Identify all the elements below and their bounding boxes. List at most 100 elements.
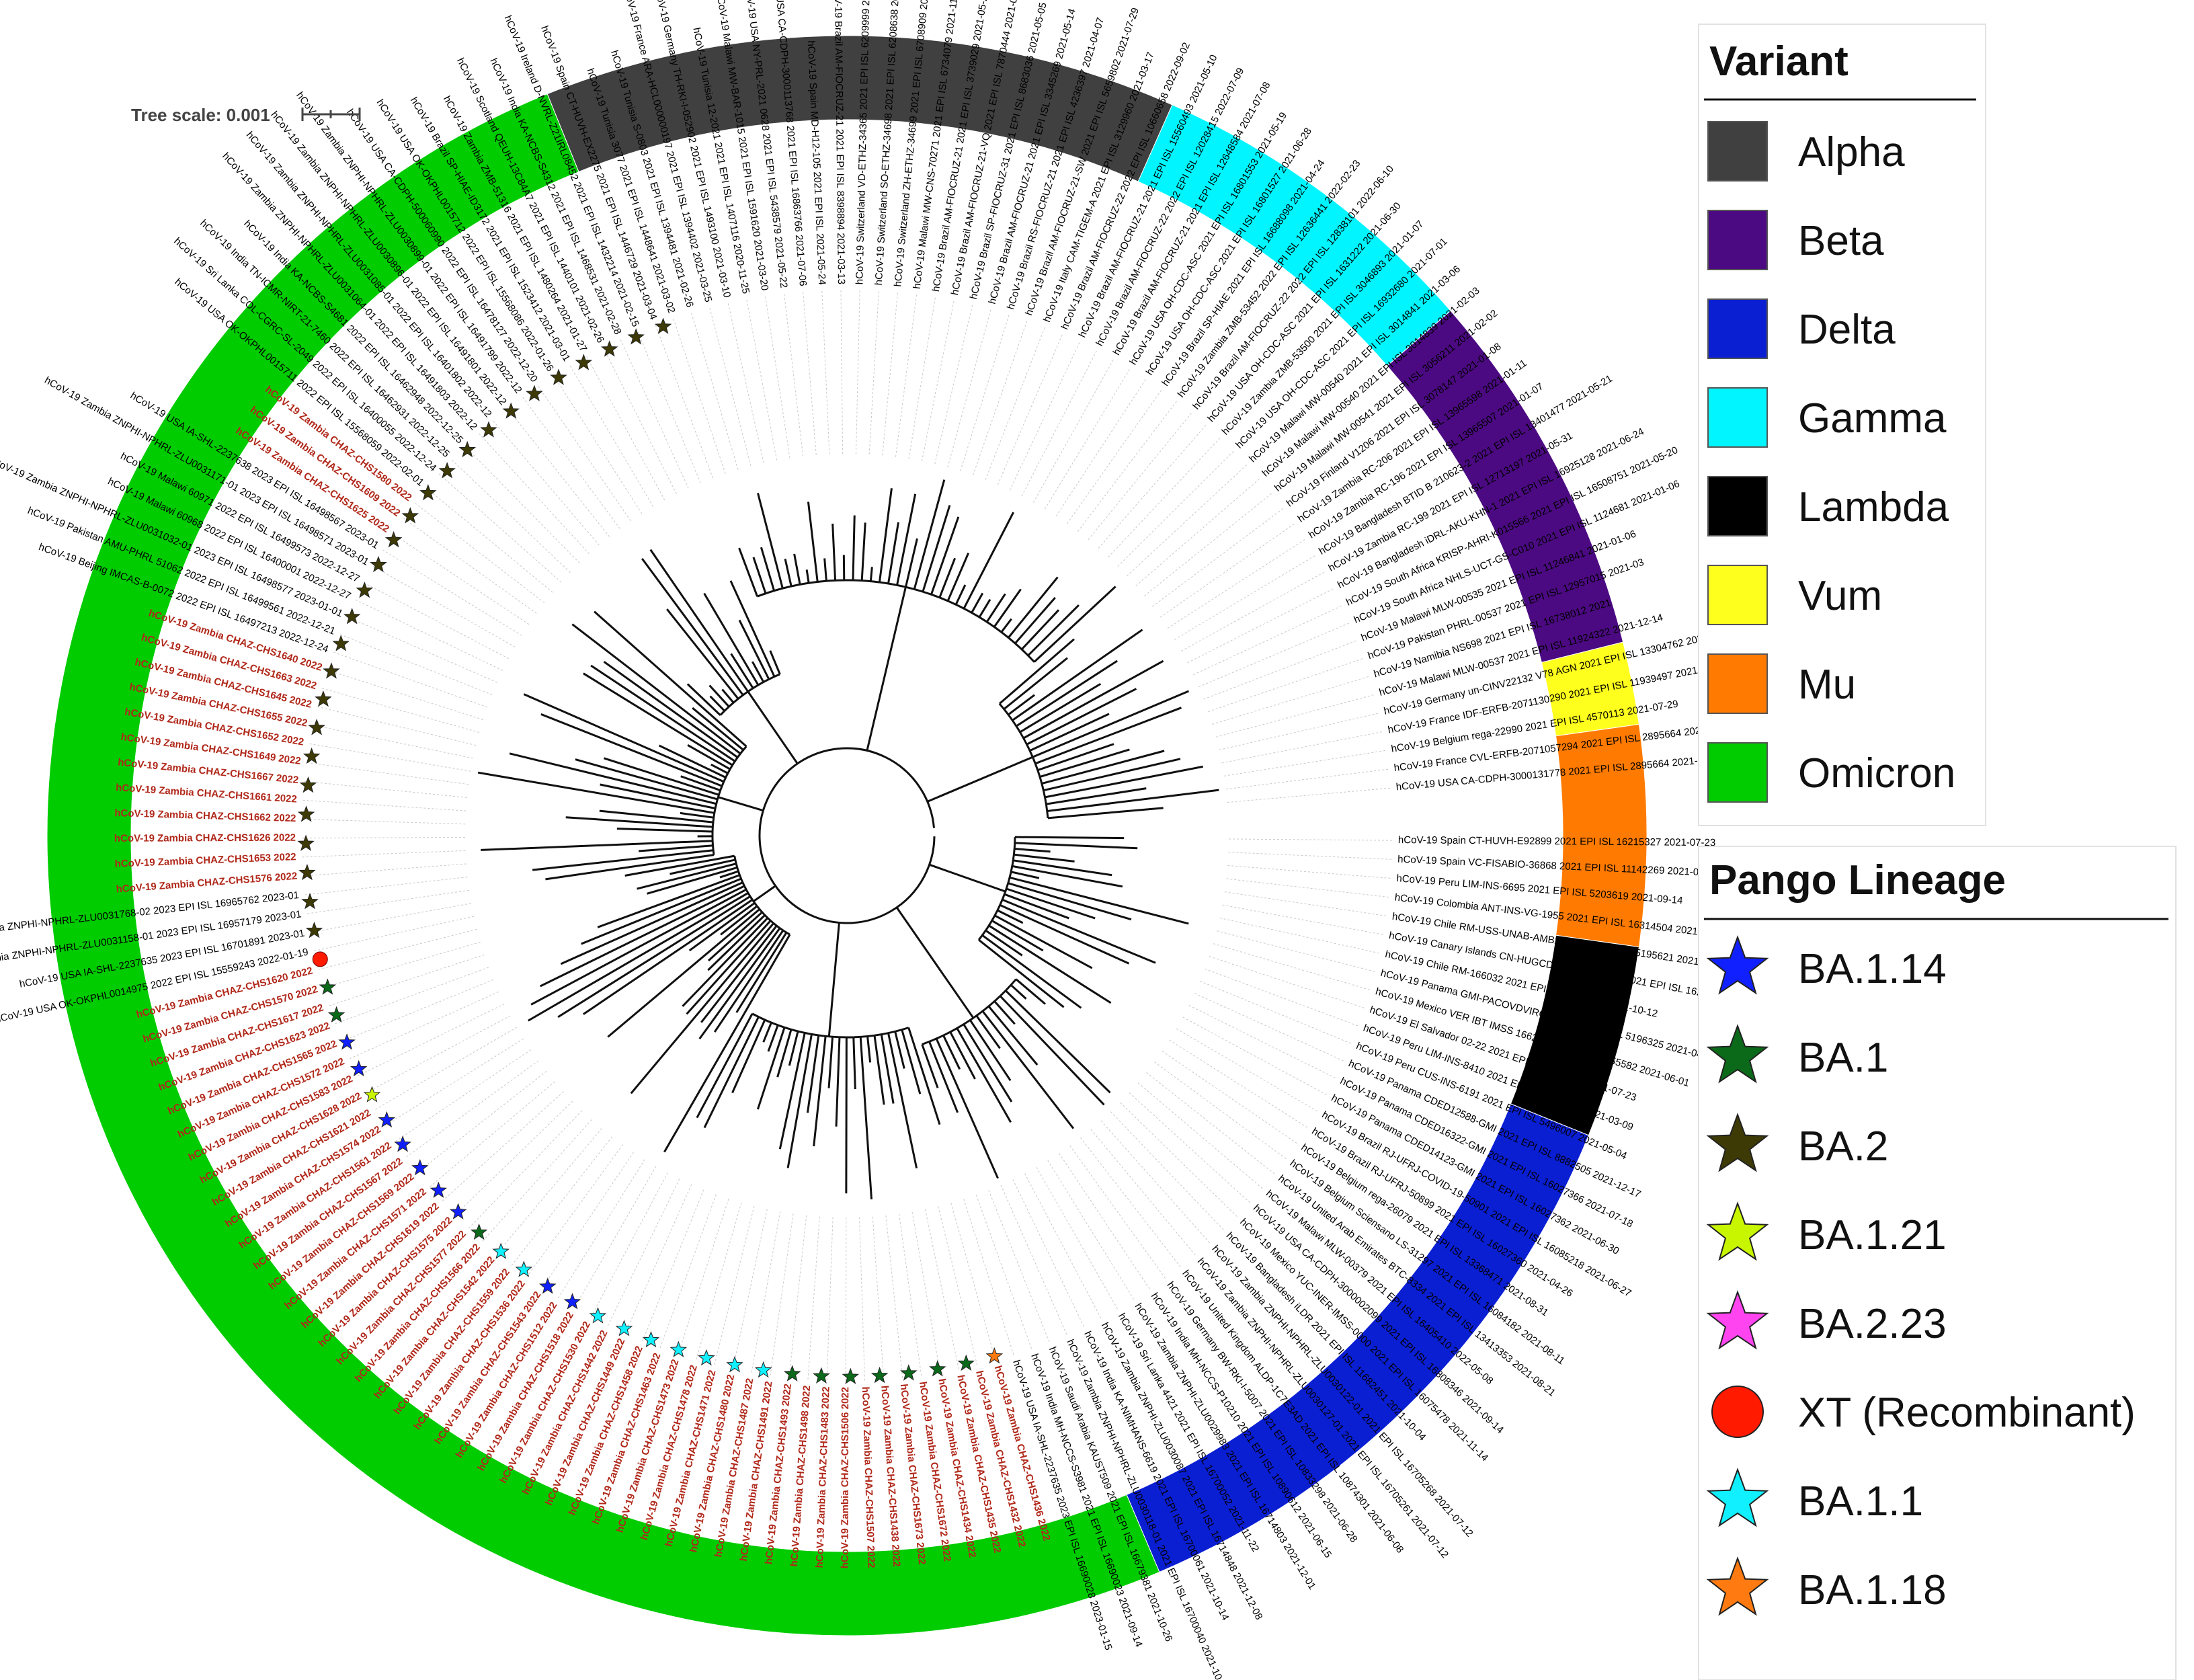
leaf-connector <box>365 1015 511 1094</box>
leaf-connector <box>624 1184 692 1334</box>
branch <box>738 547 758 597</box>
branch <box>767 1025 779 1052</box>
branch <box>1007 576 1059 639</box>
branch <box>717 796 764 812</box>
leaf-connector <box>1059 1153 1151 1290</box>
lineage-marker-star-icon <box>458 440 477 458</box>
leaf-connector <box>374 1027 518 1111</box>
leaf-connector <box>301 850 466 858</box>
leaf-connector <box>478 432 590 555</box>
branch <box>981 934 1082 1009</box>
branch <box>807 502 819 582</box>
leaf-connector <box>414 502 545 603</box>
leaf-connector <box>1225 768 1389 790</box>
branch <box>760 547 776 592</box>
leaf-connector <box>620 339 689 489</box>
branch <box>565 816 713 828</box>
branch <box>710 763 729 774</box>
leaf-connector <box>1152 508 1284 607</box>
leaf-label: hCoV-19 Spain VC-FISABIO-36868 2021 EPI … <box>1397 854 1719 879</box>
branch <box>630 922 774 1094</box>
leaf-connector <box>312 724 473 759</box>
leaf-label: hCoV-19 Zambia CHAZ-CHS1626 2022 <box>114 832 296 844</box>
branch <box>1003 657 1068 710</box>
lineage-marker-star-icon <box>575 354 593 370</box>
branch <box>528 892 749 1022</box>
leaf-connector <box>1228 838 1393 841</box>
branch <box>927 756 1033 803</box>
leaf-label: hCoV-19 Zambia CHAZ-CHS1506 2022 <box>840 1387 852 1568</box>
leaf-connector <box>1174 555 1316 640</box>
branch <box>1015 978 1046 1005</box>
leaf-connector <box>309 743 471 772</box>
leaf-connector <box>788 1215 807 1379</box>
lineage-marker-star-icon <box>297 834 315 851</box>
branch <box>1014 853 1075 863</box>
lineage-legend-title: Pango Lineage <box>1709 857 2006 904</box>
branch <box>583 672 733 766</box>
lineage-legend-label: XT (Recombinant) <box>1798 1390 2136 1436</box>
variant-legend-label: Lambda <box>1798 484 1949 530</box>
lineage-marker-star-icon <box>384 530 403 548</box>
branch <box>866 1036 872 1063</box>
branch <box>935 1038 999 1179</box>
leaf-label: hCoV-19 Spain CT-HUVH-E92899 2021 EPI IS… <box>1398 834 1715 848</box>
branch <box>752 557 767 594</box>
tree-scale-label: Tree scale: 0.001 <box>131 105 270 125</box>
leaf-connector <box>302 799 466 811</box>
branch <box>639 844 713 852</box>
branch <box>963 1023 1013 1103</box>
branch <box>1037 743 1114 772</box>
branch <box>1012 865 1123 888</box>
leaf-connector <box>384 1038 524 1127</box>
leaf-connector <box>1182 1016 1328 1096</box>
leaf-connector <box>607 1178 680 1326</box>
lineage-marker-star-icon <box>600 340 618 357</box>
leaf-connector <box>695 1202 742 1361</box>
branch <box>700 925 778 1023</box>
leaf-connector <box>938 1206 978 1366</box>
lineage-marker-star-icon <box>627 328 645 345</box>
lineage-marker-star-icon <box>492 1242 510 1259</box>
lineage-marker-star-icon <box>654 317 672 334</box>
leaf-connector <box>306 762 469 785</box>
variant-swatch-alpha <box>1707 121 1768 182</box>
leaf-connector <box>1192 605 1342 676</box>
leaf-connector <box>590 1172 668 1318</box>
branch <box>545 854 715 881</box>
branch <box>998 638 1075 705</box>
variant-swatch-beta <box>1707 210 1768 270</box>
leaf-connector <box>1100 1120 1211 1244</box>
lineage-marker-star-icon <box>419 483 437 501</box>
variant-legend-label: Vum <box>1798 573 1882 619</box>
branch <box>599 809 714 824</box>
branch <box>978 938 1065 1008</box>
leaf-connector <box>356 1003 505 1077</box>
branch <box>963 512 1014 609</box>
leaf-connector <box>1000 1185 1067 1336</box>
lineage-marker-star-icon <box>301 893 319 910</box>
leaf-connector <box>950 1203 996 1361</box>
leaf-connector <box>1045 368 1131 510</box>
branch <box>753 885 776 903</box>
lineage-marker-star-icon <box>615 1320 633 1336</box>
branch <box>922 505 951 592</box>
branch <box>985 929 1023 957</box>
branch <box>703 592 760 686</box>
leaf-connector <box>464 446 580 563</box>
branch <box>1046 787 1147 805</box>
branch <box>721 688 735 704</box>
branch-arc <box>977 837 1016 941</box>
lineage-marker-star-icon <box>563 1293 581 1310</box>
leaf-connector <box>1117 450 1235 567</box>
lineage-marker-star-icon <box>298 863 316 881</box>
leaf-connector <box>1228 852 1393 860</box>
branch <box>786 1034 813 1168</box>
branch <box>637 863 737 890</box>
lineage-marker-star-icon <box>308 719 325 735</box>
branch <box>859 1037 873 1200</box>
leaf-connector <box>803 291 817 455</box>
lineage-marker-star-icon <box>480 421 497 438</box>
leaf-label: hCoV-19 Zambia CHAZ-CHS1576 2022 <box>116 871 298 895</box>
lineage-legend-star-icon <box>1706 1556 1769 1616</box>
